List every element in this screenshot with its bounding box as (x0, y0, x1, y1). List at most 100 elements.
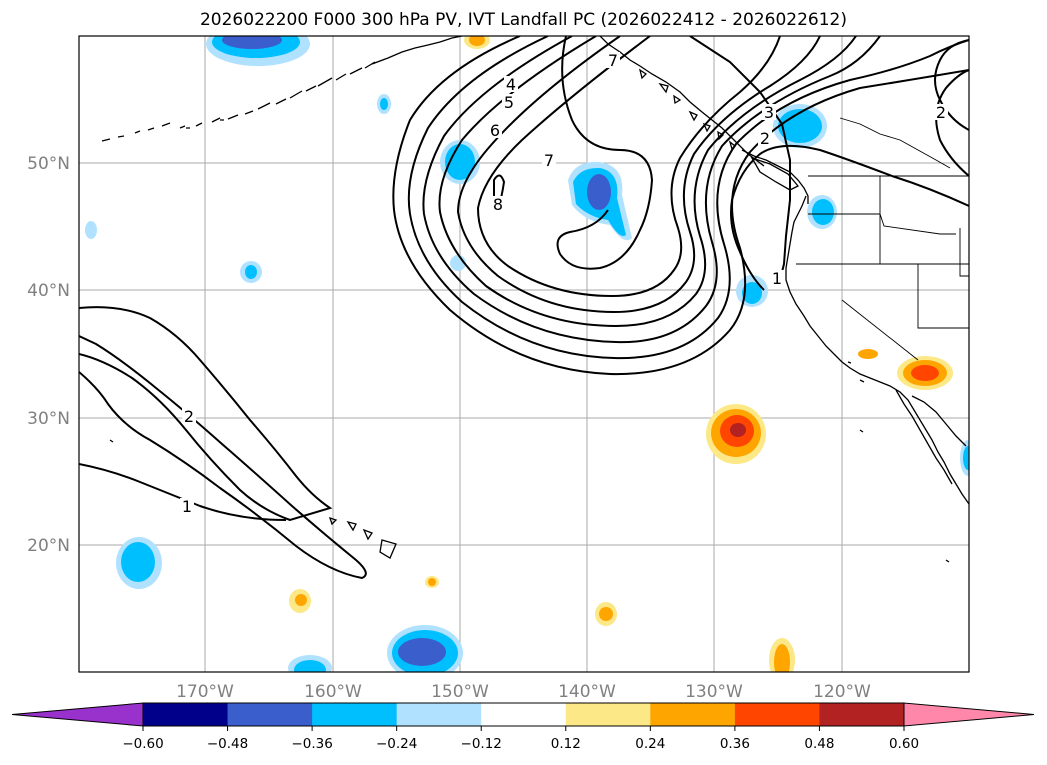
pv-contour-ring-6 (476, 36, 781, 298)
colorbar-segment (227, 703, 313, 726)
colorbar-tick-label: −0.48 (207, 736, 248, 752)
neg-blob-oregon-offshore (736, 275, 768, 307)
pos-blob-small-socal (858, 349, 878, 359)
pv-contour-east-top (934, 39, 969, 131)
neg-blob-gulf-alaska (440, 140, 480, 184)
alaska-panhandle-islands (638, 68, 736, 151)
pv-label-1-coast: 1 (770, 269, 784, 288)
colorbar-tick-label: −0.12 (461, 736, 502, 752)
pos-blob-top (464, 36, 490, 49)
colorbar-segment (481, 703, 567, 726)
pv-contour-2-sw (79, 306, 333, 522)
pos-blob-socal (897, 356, 953, 390)
pv-contour-outer-ring-2 (407, 36, 969, 360)
pv-contour-ring-4 (438, 36, 857, 328)
svg-text:2: 2 (936, 103, 946, 122)
gridlines (79, 36, 969, 672)
pv-label-4: 4 (504, 75, 518, 94)
lat-label-30n: 30°N (27, 409, 70, 429)
colorbar-segment (312, 703, 398, 726)
map-frame (78, 35, 970, 673)
pv-contour-ring-5 (456, 36, 821, 314)
colorbar-tick-label: 0.12 (551, 736, 581, 752)
lon-label-150w: 150°W (431, 682, 489, 702)
pos-blob-south-3 (425, 576, 439, 588)
neg-blob-bottom-center (387, 625, 463, 672)
pv-label-3: 3 (762, 103, 776, 122)
pv-contour-1-sw-lower (79, 463, 287, 521)
colorbar-tick-label: −0.36 (291, 736, 332, 752)
colorbar-tick-label: −0.24 (376, 736, 417, 752)
colorbar-extend-min (11, 702, 144, 727)
aleutian-islands (101, 61, 376, 142)
ivt-anomaly-shading (85, 36, 969, 672)
lat-labels: 50°N 40°N 30°N 20°N (27, 154, 70, 556)
small-islands (109, 119, 950, 563)
lat-label-20n: 20°N (27, 536, 70, 556)
pv-label-2-east: 2 (934, 103, 948, 122)
svg-text:3: 3 (764, 103, 774, 122)
svg-text:1: 1 (772, 269, 782, 288)
colorbar-ticks: −0.60 −0.48 −0.36 −0.24 −0.12 0.12 0.24 0.36 0.4… (122, 726, 919, 752)
lon-labels: 170°W 160°W 150°W 140°W 130°W 120°W (176, 682, 871, 702)
neg-blob-central (568, 161, 632, 241)
colorbar-tick-label: 0.48 (804, 736, 834, 752)
pv-label-2-sw: 2 (182, 407, 196, 426)
bc-internal (839, 117, 951, 169)
lon-label-130w: 130°W (685, 682, 743, 702)
pos-blob-south-4 (769, 638, 795, 672)
us-west-coast (785, 195, 969, 505)
alaska-coast (371, 36, 765, 167)
lon-label-120w: 120°W (813, 682, 871, 702)
pv-contour-7-inner (556, 36, 654, 270)
pv-contour-ring-3 (422, 36, 881, 344)
neg-blob-small-3 (85, 221, 97, 239)
neg-blob-small-1 (240, 261, 262, 283)
neg-blob-bc-coast (773, 104, 827, 148)
colorbar-segment (565, 703, 651, 726)
neg-blob-hawaii-west (116, 537, 162, 589)
pv-label-2-north: 2 (758, 129, 772, 148)
pv-contour-outer-ring-1 (392, 36, 969, 376)
pv-label-5: 5 (502, 93, 516, 112)
svg-text:2: 2 (760, 129, 770, 148)
lon-label-160w: 160°W (304, 682, 362, 702)
neg-blob-north-top (206, 36, 310, 66)
colorbar-extend-max (903, 702, 1035, 727)
pv-label-1-sw: 1 (180, 497, 194, 516)
lat-label-40n: 40°N (27, 281, 70, 301)
coastlines (101, 36, 969, 563)
colorbar (11, 702, 1035, 727)
vancouver-island (750, 156, 800, 191)
colorbar-segment (143, 703, 229, 726)
svg-text:8: 8 (493, 195, 503, 214)
colorbar-tick-label: 0.36 (720, 736, 750, 752)
svg-text:7: 7 (608, 51, 618, 70)
colorbar-segment (819, 703, 905, 726)
map-title: 2026022200 F000 300 hPa PV, IVT Landfall… (199, 10, 847, 30)
pv-label-1-north: 7 (606, 51, 620, 70)
svg-text:2: 2 (184, 407, 194, 426)
colorbar-tick-label: 0.60 (889, 736, 919, 752)
colorbar-tick-label: 0.24 (635, 736, 665, 752)
pos-blob-south-1 (595, 602, 617, 626)
colorbar-segment (734, 703, 820, 726)
lon-label-140w: 140°W (558, 682, 616, 702)
svg-text:1: 1 (182, 497, 192, 516)
colorbar-outline (142, 702, 905, 727)
svg-text:5: 5 (504, 93, 514, 112)
pv-label-6: 6 (488, 121, 502, 140)
lon-label-170w: 170°W (176, 682, 234, 702)
neg-blob-east-edge (960, 440, 969, 476)
neg-blob-small-2 (377, 94, 391, 114)
political-borders (796, 117, 969, 361)
state-borders (796, 176, 969, 361)
lat-label-50n: 50°N (27, 154, 70, 174)
pv-label-8: 8 (492, 195, 504, 214)
baja-peninsula (895, 389, 967, 485)
hawaiian-islands (328, 516, 397, 559)
colorbar-segment (650, 703, 736, 726)
neg-blob-washington (807, 195, 837, 229)
pv-contour-labels: 7 4 5 6 7 8 3 2 2 1 2 1 (180, 51, 948, 516)
